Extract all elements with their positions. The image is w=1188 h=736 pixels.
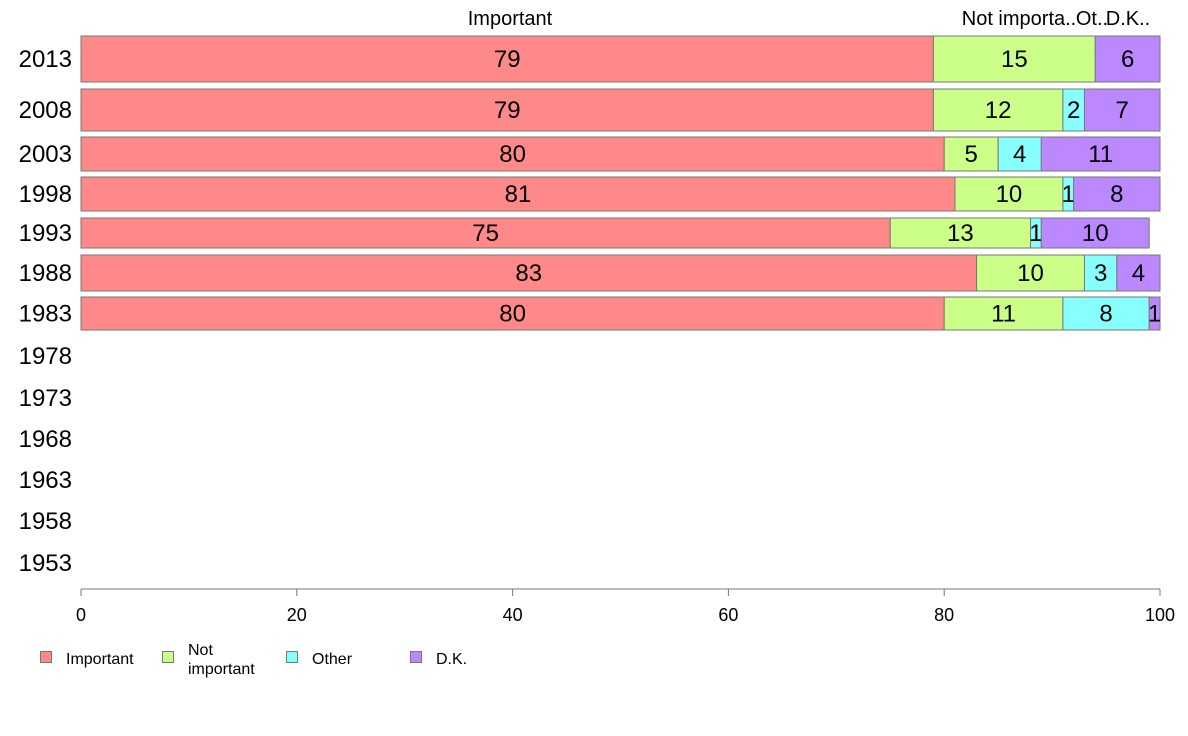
header-label-other: Ot..	[1076, 8, 1108, 30]
x-tick-label-0: 0	[76, 605, 86, 625]
header-label-dk: D.K..	[1106, 8, 1150, 30]
data-label-2003-d-k-: 11	[1088, 141, 1113, 168]
data-label-1998-other: 1	[1062, 181, 1075, 208]
data-label-2003-other: 4	[1013, 141, 1026, 168]
bar-1988-d-k-	[1116, 254, 1161, 292]
bar-2008-not-important	[932, 88, 1064, 132]
data-label-1998-important: 81	[505, 181, 532, 208]
data-label-1988-d-k-: 4	[1132, 260, 1145, 287]
data-label-1988-other: 3	[1094, 260, 1107, 287]
bar-2003-d-k-	[1040, 136, 1161, 172]
data-label-1998-d-k-: 8	[1110, 181, 1123, 208]
bar-1998-not-important	[954, 176, 1064, 212]
data-label-2013-d-k-: 6	[1121, 46, 1134, 73]
data-label-1983-not-important: 11	[991, 301, 1016, 328]
category-label-2008: 2008	[19, 97, 72, 124]
data-label-1983-important: 80	[499, 301, 526, 328]
category-label-1958: 1958	[19, 508, 72, 535]
chart-legend: Important Not important Other D.K.	[40, 640, 1140, 690]
x-tick-label-100: 100	[1145, 605, 1175, 625]
data-label-2013-not-important: 15	[1001, 46, 1028, 73]
bar-2013-d-k-	[1094, 35, 1161, 83]
category-label-1953: 1953	[19, 550, 72, 577]
legend-item-not-important: Not important	[162, 640, 255, 679]
category-label-1988: 1988	[19, 260, 72, 287]
category-label-1983: 1983	[19, 301, 72, 328]
data-label-2008-d-k-: 7	[1116, 97, 1129, 124]
bar-1988-other	[1083, 254, 1118, 292]
bar-2003-important	[80, 136, 945, 172]
category-label-2013: 2013	[19, 46, 72, 73]
data-label-2003-not-important: 5	[964, 141, 977, 168]
legend-swatch-not-important	[162, 651, 174, 663]
data-label-2008-other: 2	[1067, 97, 1080, 124]
data-label-1993-d-k-: 10	[1082, 220, 1109, 247]
data-label-1983-other: 8	[1099, 301, 1112, 328]
data-label-2013-important: 79	[494, 46, 521, 73]
legend-swatch-dk	[410, 651, 422, 663]
x-tick-label-60: 60	[718, 605, 738, 625]
data-label-1993-important: 75	[472, 220, 499, 247]
bar-1983-not-important	[943, 296, 1064, 331]
legend-swatch-important	[40, 651, 52, 663]
bar-1998-important	[80, 176, 956, 212]
bar-2003-other	[997, 136, 1042, 172]
category-label-1998: 1998	[19, 181, 72, 208]
data-label-1993-not-important: 13	[947, 220, 974, 247]
bar-2008-important	[80, 88, 934, 132]
legend-swatch-other	[286, 651, 298, 663]
bar-2008-d-k-	[1083, 88, 1161, 132]
category-label-1993: 1993	[19, 220, 72, 247]
data-label-2008-not-important: 12	[985, 97, 1012, 124]
data-label-1993-other: 1	[1029, 220, 1042, 247]
data-label-2003-important: 80	[499, 141, 526, 168]
data-label-2008-important: 79	[494, 97, 521, 124]
legend-label-not-important: Not important	[188, 642, 255, 678]
header-label-not-important: Not importa..	[962, 8, 1076, 30]
bar-2003-not-important	[943, 136, 999, 172]
bar-1983-other	[1062, 296, 1150, 331]
x-tick-label-20: 20	[287, 605, 307, 625]
data-label-1988-important: 83	[515, 260, 542, 287]
bar-1993-important	[80, 217, 891, 249]
x-tick-label-80: 80	[934, 605, 954, 625]
legend-label-important: Important	[66, 651, 134, 668]
category-label-1963: 1963	[19, 467, 72, 494]
data-label-1988-not-important: 10	[1017, 260, 1044, 287]
bar-1988-important	[80, 254, 978, 292]
category-label-1968: 1968	[19, 426, 72, 453]
bar-2013-not-important	[932, 35, 1096, 83]
x-tick-label-40: 40	[503, 605, 523, 625]
data-label-1983-d-k-: 1	[1148, 301, 1161, 328]
bar-1993-d-k-	[1040, 217, 1150, 249]
legend-item-dk: D.K.	[410, 640, 467, 669]
category-label-2003: 2003	[19, 141, 72, 168]
bar-1983-important	[80, 296, 945, 331]
legend-label-dk: D.K.	[436, 651, 468, 668]
category-label-1978: 1978	[19, 343, 72, 370]
category-label-1973: 1973	[19, 385, 72, 412]
bar-1998-d-k-	[1073, 176, 1161, 212]
bar-1983-d-k-	[1148, 296, 1161, 331]
legend-label-other: Other	[312, 651, 353, 668]
data-label-1998-not-important: 10	[996, 181, 1023, 208]
header-label-important: Important	[468, 8, 553, 30]
legend-item-other: Other	[286, 640, 352, 669]
bar-2013-important	[80, 35, 934, 83]
legend-item-important: Important	[40, 640, 134, 669]
